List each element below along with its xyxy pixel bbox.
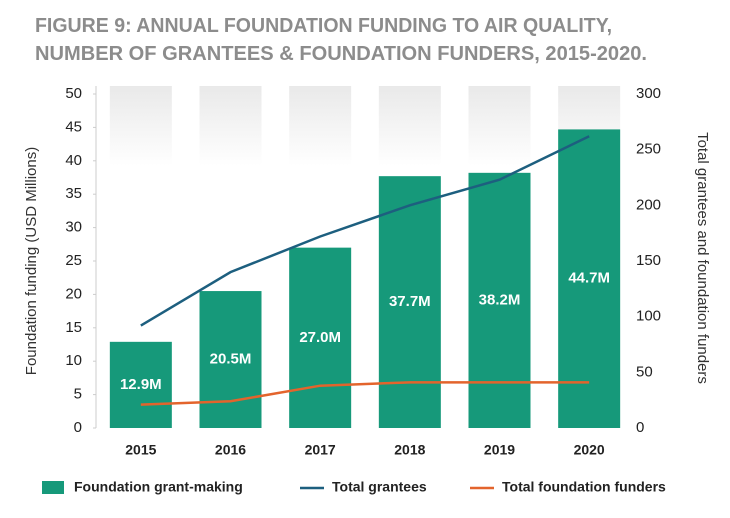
y-tick-label: 35 (65, 185, 82, 202)
band-shade (378, 86, 441, 166)
y-tick-label: 5 (74, 386, 82, 403)
y-axis-title: Foundation funding (USD Millions) (23, 147, 40, 375)
chart-title: FIGURE 9: ANNUAL FOUNDATION FUNDING TO A… (35, 15, 612, 37)
y-tick-label: 20 (65, 285, 82, 302)
y-tick-label: 30 (65, 219, 82, 236)
y2-axis-title: Total grantees and foundation funders (694, 132, 711, 384)
y2-tick-label: 300 (636, 85, 661, 102)
legend-label: Total grantees (332, 479, 427, 495)
legend-swatch (42, 481, 64, 494)
y2-tick-label: 0 (636, 419, 644, 436)
y2-tick-label: 250 (636, 141, 661, 158)
bar (199, 291, 262, 428)
line (140, 381, 590, 406)
y-tick-label: 25 (65, 252, 82, 269)
bar (468, 172, 531, 428)
band-shade (468, 86, 531, 166)
data-label: 37.7M (389, 293, 431, 310)
y-tick-label: 40 (65, 152, 82, 169)
y2-tick-label: 200 (636, 196, 661, 213)
y-tick-label: 45 (65, 118, 82, 135)
y-tick-label: 0 (74, 419, 82, 436)
bar (378, 176, 441, 428)
y2-tick-label: 150 (636, 252, 661, 269)
bar (109, 341, 172, 428)
data-label: 38.2M (479, 291, 521, 308)
x-tick-label: 2017 (305, 442, 336, 458)
data-label: 44.7M (568, 270, 610, 287)
bar (558, 129, 621, 429)
band-shade (199, 86, 262, 166)
line (140, 135, 590, 327)
band-shade (109, 86, 172, 166)
y-tick-label: 50 (65, 85, 82, 102)
data-label: 12.9M (120, 376, 162, 393)
y-tick-label: 15 (65, 319, 82, 336)
y2-tick-label: 100 (636, 308, 661, 325)
y2-tick-label: 50 (636, 363, 653, 380)
bar (289, 247, 352, 428)
legend-label: Foundation grant-making (74, 479, 243, 495)
legend-label: Total foundation funders (502, 479, 666, 495)
x-tick-label: 2015 (125, 442, 156, 458)
data-label: 20.5M (210, 350, 252, 367)
data-label: 27.0M (299, 329, 341, 346)
x-tick-label: 2016 (215, 442, 246, 458)
chart-title: NUMBER OF GRANTEES & FOUNDATION FUNDERS,… (35, 43, 647, 65)
y-tick-label: 10 (65, 352, 82, 369)
x-tick-label: 2020 (574, 442, 605, 458)
band-shade (289, 86, 352, 166)
x-tick-label: 2018 (394, 442, 425, 458)
x-tick-label: 2019 (484, 442, 515, 458)
